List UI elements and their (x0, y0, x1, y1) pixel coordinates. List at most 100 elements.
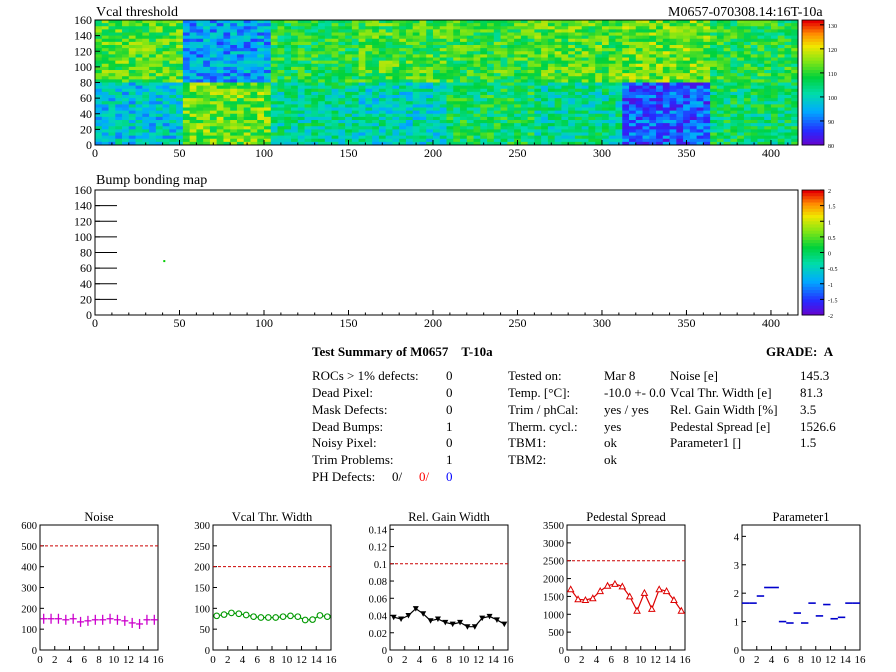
heatmap-cell (541, 107, 549, 112)
heatmap-cell (656, 60, 664, 65)
heatmap-cell (642, 66, 650, 71)
heatmap-cell (520, 79, 529, 83)
heatmap-cell (115, 129, 123, 133)
heatmap-cell (351, 35, 360, 40)
heatmap-cell (182, 54, 191, 58)
heatmap-cell (770, 120, 779, 124)
heatmap-cell (399, 85, 407, 90)
heatmap-cell (128, 51, 136, 55)
heatmap-cell (385, 129, 393, 133)
data-point (611, 579, 619, 587)
heatmap-cell (351, 110, 360, 115)
heatmap-cell (101, 60, 109, 65)
heatmap-cell (676, 41, 684, 46)
heatmap-cell (439, 70, 447, 74)
y-tick-label: 20 (80, 292, 92, 306)
heatmap-cell (703, 107, 711, 112)
heatmap-cell (318, 132, 326, 137)
heatmap-cell (297, 60, 305, 65)
heatmap-cell (358, 66, 366, 71)
heatmap-cell (453, 126, 461, 130)
colorbar-band (802, 66, 824, 71)
heatmap-cell (588, 73, 596, 77)
heatmap-cell (777, 123, 785, 127)
heatmap-cell (162, 138, 170, 143)
heatmap-cell (169, 101, 177, 105)
heatmap-cell (608, 38, 616, 43)
heatmap-cell (142, 88, 150, 93)
heatmap-cell (277, 35, 285, 40)
heatmap-cell (439, 104, 447, 108)
heatmap-cell (439, 66, 447, 71)
heatmap-cell (534, 110, 542, 115)
heatmap-cell (162, 57, 170, 62)
heatmap-cell (331, 88, 339, 93)
heatmap-cell (399, 38, 407, 43)
heatmap-cell (419, 116, 427, 121)
heatmap-cell (487, 48, 495, 52)
heatmap-cell (304, 101, 312, 105)
heatmap-cell (527, 54, 535, 58)
heatmap-cell (500, 23, 508, 27)
heatmap-cell (108, 101, 116, 105)
heatmap-cell (520, 32, 529, 37)
heatmap-cell (277, 32, 285, 37)
heatmap-cell (703, 35, 711, 40)
heatmap-cell (230, 54, 238, 58)
y-tick-label: 4 (734, 532, 740, 543)
heatmap-cell (115, 45, 123, 49)
heatmap-cell (757, 110, 765, 115)
heatmap-cell (176, 35, 184, 40)
heatmap-cell (142, 70, 150, 74)
heatmap-cell (358, 95, 366, 99)
heatmap-cell (493, 35, 501, 40)
heatmap-cell (95, 95, 103, 99)
heatmap-cell (257, 91, 265, 96)
heatmap-cell (149, 110, 157, 115)
heatmap-cell (135, 123, 143, 127)
heatmap-cell (770, 141, 779, 146)
heatmap-cell (196, 51, 204, 55)
heatmap-cell (723, 76, 731, 80)
heatmap-cell (338, 91, 346, 96)
heatmap-cell (189, 51, 197, 55)
heatmap-cell (487, 107, 495, 112)
heatmap-cell (683, 20, 691, 24)
heatmap-cell (372, 66, 380, 71)
heatmap-cell (757, 79, 765, 83)
heatmap-cell (629, 41, 637, 46)
heatmap-cell (439, 54, 447, 58)
heatmap-cell (230, 38, 238, 43)
heatmap-cell (791, 35, 799, 40)
heatmap-cell (473, 123, 481, 127)
heatmap-cell (750, 79, 758, 83)
heatmap-cell (358, 88, 366, 93)
heatmap-cell (439, 126, 447, 130)
heatmap-cell (216, 91, 224, 96)
heatmap-cell (392, 70, 400, 74)
heatmap-cell (764, 73, 772, 77)
heatmap-cell (514, 32, 522, 37)
heatmap-cell (318, 120, 326, 124)
heatmap-cell (696, 29, 704, 33)
heatmap-cell (304, 35, 312, 40)
heatmap-cell (419, 70, 427, 74)
heatmap-cell (176, 107, 184, 112)
heatmap-cell (311, 57, 319, 62)
colorbar-band (802, 35, 824, 40)
heatmap-cell (135, 70, 143, 74)
heatmap-cell (297, 95, 305, 99)
heatmap-cell (507, 138, 515, 143)
heatmap-cell (541, 51, 549, 55)
heatmap-cell (385, 60, 393, 65)
colorbar-band (802, 193, 824, 197)
heatmap-cell (588, 54, 596, 58)
heatmap-cell (250, 98, 258, 102)
heatmap-cell (209, 120, 218, 124)
heatmap-cell (115, 107, 123, 112)
heatmap-cell (426, 91, 434, 96)
heatmap-cell (574, 73, 583, 77)
heatmap-cell (696, 104, 704, 108)
heatmap-cell (730, 32, 738, 37)
heatmap-cell (791, 73, 799, 77)
